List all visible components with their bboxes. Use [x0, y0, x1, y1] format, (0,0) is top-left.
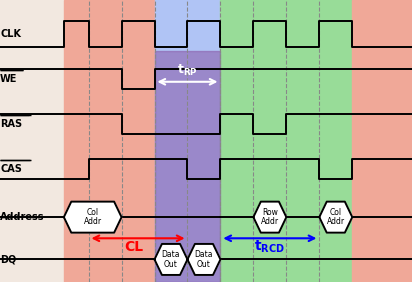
- Text: Data: Data: [162, 250, 180, 259]
- Polygon shape: [154, 244, 187, 275]
- Polygon shape: [187, 244, 220, 275]
- Bar: [220, 0, 352, 282]
- Text: CL: CL: [124, 240, 143, 254]
- Text: $\mathbf{t_{RP}}$: $\mathbf{t_{RP}}$: [177, 63, 198, 78]
- Text: Address: Address: [0, 212, 44, 222]
- Text: Data: Data: [195, 250, 213, 259]
- Text: Out: Out: [164, 260, 178, 268]
- Text: WE: WE: [0, 74, 17, 84]
- Text: CLK: CLK: [0, 29, 21, 39]
- Text: Addr: Addr: [327, 217, 345, 226]
- Text: Col: Col: [330, 208, 342, 217]
- Text: Addr: Addr: [84, 217, 102, 226]
- Text: RAS: RAS: [0, 119, 22, 129]
- Text: Col: Col: [87, 208, 99, 217]
- Text: Row: Row: [262, 208, 278, 217]
- Polygon shape: [253, 202, 286, 233]
- Bar: [154, 51, 220, 282]
- Text: Out: Out: [197, 260, 211, 268]
- Bar: [154, 0, 220, 282]
- Text: $\mathbf{t_{RCD}}$: $\mathbf{t_{RCD}}$: [255, 239, 285, 255]
- Text: DQ: DQ: [0, 254, 16, 265]
- Text: Addr: Addr: [261, 217, 279, 226]
- Polygon shape: [319, 202, 352, 233]
- Bar: [352, 0, 412, 282]
- Bar: [64, 0, 154, 282]
- Polygon shape: [64, 202, 122, 233]
- Text: CAS: CAS: [0, 164, 22, 174]
